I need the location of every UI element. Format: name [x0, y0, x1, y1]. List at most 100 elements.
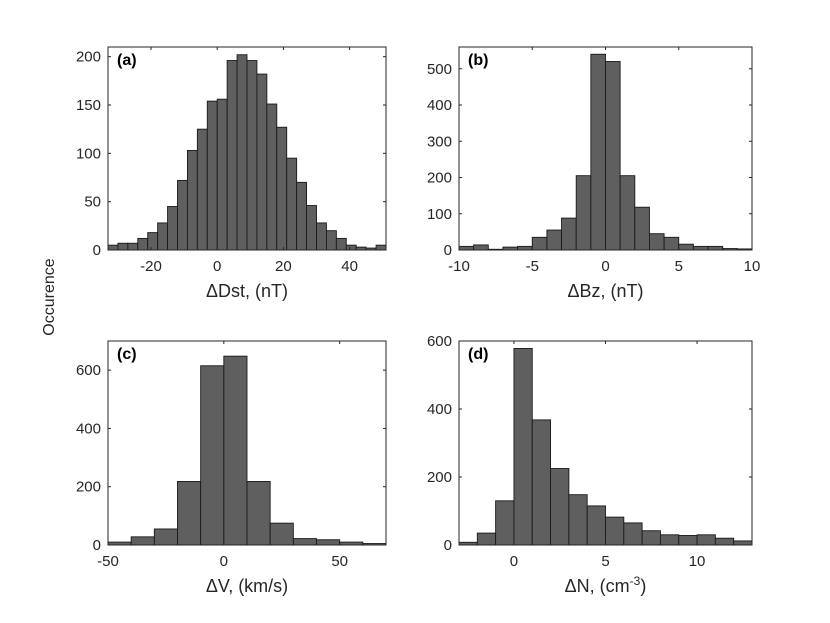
- histogram-bar: [246, 60, 258, 251]
- histogram-bar: [186, 149, 198, 251]
- histogram-bar: [107, 244, 119, 251]
- y-axis-label: Occurence: [41, 258, 58, 335]
- x-axis-label: ΔN, (cm-3): [565, 574, 647, 596]
- y-tick-label: 200: [76, 479, 101, 496]
- histogram-bar: [325, 230, 337, 251]
- histogram-bar: [147, 232, 159, 251]
- y-tick-label: 0: [444, 537, 452, 554]
- histogram-bar: [733, 540, 753, 546]
- x-tick-label: -5: [526, 258, 539, 275]
- histogram-bar: [196, 128, 208, 251]
- histogram-bar: [256, 73, 268, 251]
- x-tick-label: -50: [97, 553, 119, 570]
- histogram-bar: [316, 222, 327, 251]
- histogram-bar: [473, 244, 489, 251]
- y-tick-label: 50: [84, 194, 101, 211]
- panel-label-c: (c): [117, 346, 137, 363]
- x-tick-label: 0: [601, 258, 609, 275]
- histogram-bar: [269, 522, 294, 546]
- histogram-bar: [513, 348, 533, 546]
- panel-label-d: (d): [468, 346, 488, 363]
- x-axis-label: ΔDst, (nT): [206, 281, 288, 301]
- histogram-bar: [223, 355, 248, 546]
- histogram-bar: [495, 500, 515, 546]
- x-axis-label: ΔBz, (nT): [567, 281, 643, 301]
- histogram-bar: [546, 229, 563, 251]
- y-tick-label: 400: [427, 97, 452, 114]
- y-tick-label: 500: [427, 61, 452, 78]
- histogram-bar: [177, 481, 202, 546]
- histogram-bar: [586, 505, 606, 546]
- y-tick-label: 100: [427, 206, 452, 223]
- y-tick-label: 200: [76, 49, 101, 66]
- histogram-bar: [707, 245, 724, 251]
- histogram-bar: [678, 243, 694, 251]
- histogram-bar: [634, 206, 650, 251]
- histogram-bar: [117, 242, 129, 251]
- histogram-bar: [619, 175, 636, 251]
- y-tick-label: 400: [427, 401, 452, 418]
- histogram-bar: [335, 237, 347, 251]
- histogram-bar: [375, 244, 387, 251]
- histogram-bar: [266, 103, 278, 251]
- x-tick-label: -10: [448, 258, 470, 275]
- histogram-bar: [641, 530, 661, 546]
- x-tick-label: 0: [510, 553, 518, 570]
- histogram-bar: [167, 206, 178, 251]
- histogram-bar: [276, 126, 288, 251]
- x-axis-label: ΔV, (km/s): [206, 576, 288, 596]
- x-tick-label: 10: [689, 553, 706, 570]
- histogram-bar: [623, 522, 643, 546]
- y-tick-label: 150: [76, 97, 101, 114]
- histogram-bar: [130, 536, 155, 546]
- histogram-bar: [306, 205, 317, 251]
- panel-a: -20 0 20 40 0 50 100 150 200 (a) ΔDst, (nT): [76, 46, 387, 301]
- histogram-bar: [246, 481, 271, 546]
- x-tick-label: -20: [140, 258, 162, 275]
- histogram-bar: [561, 217, 577, 251]
- histogram-bar: [292, 538, 317, 546]
- histogram-bar: [692, 245, 709, 251]
- panel-label-b: (b): [468, 52, 488, 69]
- histogram-bar: [157, 222, 169, 251]
- x-tick-label: 0: [213, 258, 221, 275]
- histogram-bar: [236, 54, 248, 251]
- histogram-bar: [296, 181, 308, 251]
- x-tick-label: 10: [744, 258, 761, 275]
- x-tick-label: 50: [331, 553, 348, 570]
- y-tick-label: 200: [427, 170, 452, 187]
- histogram-bar: [286, 157, 298, 251]
- x-tick-label: 40: [341, 258, 358, 275]
- histogram-bar: [590, 53, 606, 251]
- histogram-bar: [127, 242, 139, 251]
- histogram-bar: [200, 365, 225, 546]
- histogram-bar: [696, 534, 716, 546]
- histogram-bar: [206, 100, 218, 251]
- panel-label-a: (a): [117, 52, 137, 69]
- histogram-bar: [575, 175, 592, 251]
- y-tick-label: 100: [76, 145, 101, 162]
- histogram-bar: [153, 528, 178, 546]
- histogram-bar: [649, 233, 665, 251]
- histogram-bar: [605, 61, 621, 251]
- y-tick-label: 600: [427, 333, 452, 350]
- histogram-bar: [216, 98, 228, 251]
- histogram-bar: [568, 494, 588, 546]
- histogram-bar: [550, 468, 570, 546]
- histogram-bar: [531, 419, 552, 546]
- histogram-bar: [531, 236, 548, 251]
- axes-box: [107, 46, 387, 251]
- histogram-bar: [458, 245, 475, 251]
- histogram-bar: [316, 539, 341, 546]
- panel-d: 0 5 10 0 200 400 600 (d) ΔN, (cm-3): [427, 333, 753, 596]
- x-tick-label: 5: [601, 553, 609, 570]
- histogram-bar: [605, 516, 625, 546]
- y-tick-label: 0: [444, 242, 452, 259]
- histogram-bar: [659, 534, 680, 546]
- histogram-bar: [177, 179, 188, 251]
- x-tick-label: 0: [220, 553, 228, 570]
- histogram-bar: [137, 237, 149, 251]
